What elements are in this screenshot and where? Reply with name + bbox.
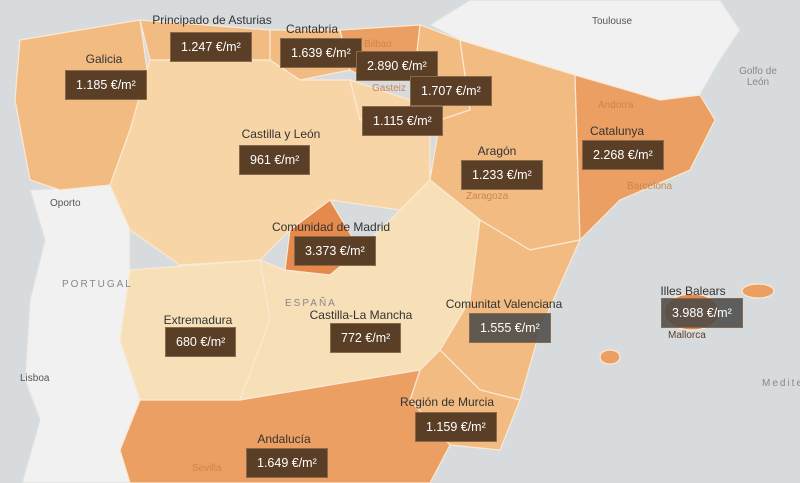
price-baleares[interactable]: 3.988 €/m² [661,298,743,328]
label-cantabria: Cantabria [285,22,339,36]
price-navarra[interactable]: 1.707 €/m² [410,76,492,106]
label-castilla-leon: Castilla y León [241,127,321,141]
place-zaragoza: Zaragoza [466,191,509,202]
place-sevilla: Sevilla [192,463,222,474]
label-andalucia: Andalucía [257,432,311,446]
price-aragon[interactable]: 1.233 €/m² [461,160,543,190]
price-catalunya[interactable]: 2.268 €/m² [582,140,664,170]
place-mediterraneo: Medite [762,378,800,389]
place-mallorca: Mallorca [668,330,706,341]
place-andorra: Andorra [598,100,634,111]
label-aragon: Aragón [477,144,517,158]
label-madrid: Comunidad de Madrid [271,220,391,234]
island-menorca[interactable] [741,283,775,299]
place-lisboa: Lisboa [20,373,50,384]
price-castilla-leon[interactable]: 961 €/m² [239,145,311,175]
label-galicia: Galicia [85,52,123,66]
place-oporto: Oporto [50,198,81,209]
price-extremadura[interactable]: 680 €/m² [165,327,237,357]
price-rioja[interactable]: 1.115 €/m² [362,106,443,136]
label-extremadura: Extremadura [163,313,233,327]
place-portugal: PORTUGAL [62,279,133,290]
place-golfo-leon: Golfo de León [739,66,777,88]
price-asturias[interactable]: 1.247 €/m² [170,32,252,62]
place-toulouse: Toulouse [592,16,633,27]
price-murcia[interactable]: 1.159 €/m² [415,412,497,442]
price-galicia[interactable]: 1.185 €/m² [65,70,147,100]
price-castilla-mancha[interactable]: 772 €/m² [330,323,402,353]
label-murcia: Región de Murcia [399,395,495,409]
price-andalucia[interactable]: 1.649 €/m² [246,448,328,478]
place-barcelona: Barcelona [627,181,673,192]
place-gasteiz: Gasteiz [372,83,406,94]
label-baleares: Illes Balears [660,284,726,298]
island-ibiza[interactable] [599,349,621,365]
price-madrid[interactable]: 3.373 €/m² [294,236,376,266]
place-bilbao: Bilbao [364,39,392,50]
place-espana: ESPAÑA [285,298,337,309]
label-valenciana: Comunitat Valenciana [445,297,563,311]
label-catalunya: Catalunya [589,124,645,138]
label-castilla-mancha: Castilla-La Mancha [309,308,413,322]
label-asturias: Principado de Asturias [152,13,272,27]
price-cantabria[interactable]: 1.639 €/m² [280,38,362,68]
price-valenciana[interactable]: 1.555 €/m² [469,313,551,343]
